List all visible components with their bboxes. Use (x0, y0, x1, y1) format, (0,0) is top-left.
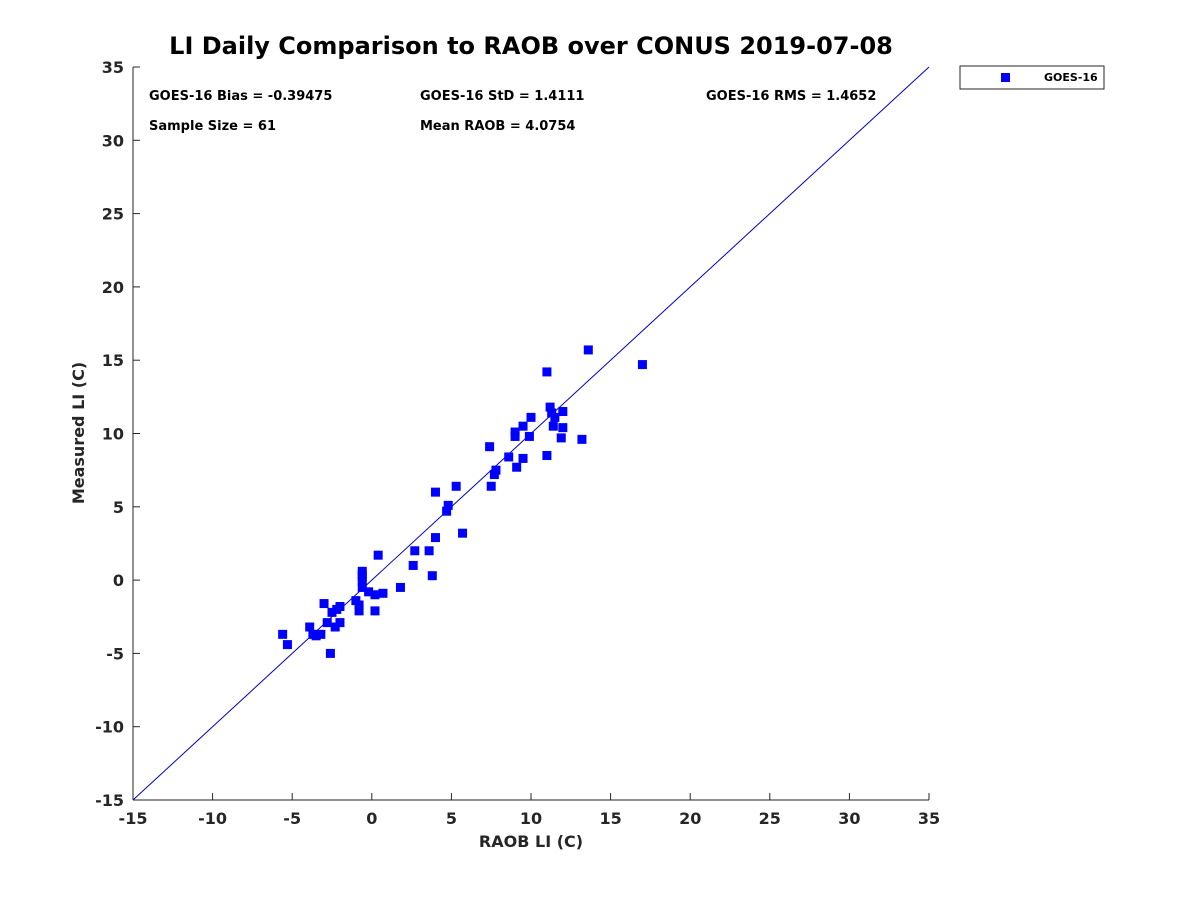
y-tick-label: -15 (95, 791, 124, 810)
data-point (510, 431, 520, 441)
data-point (512, 462, 522, 472)
data-point (325, 648, 335, 658)
stat-mean-raob: Mean RAOB = 4.0754 (420, 119, 575, 134)
data-point (316, 629, 326, 639)
data-point (548, 421, 558, 431)
data-point (427, 571, 437, 581)
data-point (542, 450, 552, 460)
data-point (354, 606, 364, 616)
data-point (577, 434, 587, 444)
data-point (430, 533, 440, 543)
stat-rms: GOES-16 RMS = 1.4652 (706, 89, 876, 104)
legend-label-goes16: GOES-16 (1044, 71, 1098, 84)
data-point (311, 631, 321, 641)
data-point (443, 500, 453, 510)
data-point (550, 412, 560, 422)
data-point (278, 629, 288, 639)
x-tick-label: 15 (599, 809, 621, 828)
y-axis-label: Measured LI (C) (69, 362, 88, 504)
y-tick-label: 25 (102, 205, 124, 224)
data-point (319, 599, 329, 609)
data-point (424, 546, 434, 556)
data-point (305, 622, 315, 632)
x-tick-label: 5 (446, 809, 457, 828)
y-tick-label: 0 (113, 571, 124, 590)
goes16-scatter-points (278, 345, 647, 658)
data-point (408, 560, 418, 570)
data-point (430, 487, 440, 497)
data-point (518, 453, 528, 463)
data-point (491, 465, 501, 475)
data-point (442, 506, 452, 516)
data-point (504, 452, 514, 462)
data-point (556, 433, 566, 443)
y-tick-label: 30 (102, 131, 124, 150)
data-point (410, 546, 420, 556)
data-point (282, 640, 292, 650)
x-tick-label: -10 (198, 809, 227, 828)
data-point (485, 442, 495, 452)
stat-sample-size: Sample Size = 61 (149, 119, 276, 134)
data-point (542, 367, 552, 377)
x-tick-label: 25 (759, 809, 781, 828)
y-tick-label: 35 (102, 58, 124, 77)
data-point (357, 566, 367, 576)
data-point (451, 481, 461, 491)
data-point (364, 587, 374, 597)
data-point (335, 618, 345, 628)
y-tick-label: 5 (113, 498, 124, 517)
data-point (378, 588, 388, 598)
y-tick-label: 20 (102, 278, 124, 297)
data-point (357, 582, 367, 592)
data-point (327, 607, 337, 617)
x-tick-label: 30 (838, 809, 860, 828)
x-tick-label: 20 (679, 809, 701, 828)
data-point (370, 590, 380, 600)
y-tick-label: -10 (95, 718, 124, 737)
y-tick-label: 10 (102, 425, 124, 444)
data-point (354, 600, 364, 610)
data-point (370, 606, 380, 616)
x-axis-label: RAOB LI (C) (479, 832, 583, 851)
data-point (373, 550, 383, 560)
data-point (322, 618, 332, 628)
data-point (583, 345, 593, 355)
legend-box (959, 65, 1105, 90)
y-tick-label: 15 (102, 351, 124, 370)
data-point (558, 407, 568, 417)
x-tick-label: -15 (119, 809, 148, 828)
data-point (637, 360, 647, 370)
x-tick-label: 0 (366, 809, 377, 828)
data-point (486, 481, 496, 491)
y-tick-label: -5 (106, 644, 124, 663)
data-point (558, 423, 568, 433)
legend: GOES-16 (959, 65, 1105, 90)
x-tick-label: 10 (520, 809, 542, 828)
data-point (458, 528, 468, 538)
legend-marker-goes16 (1001, 73, 1010, 82)
stat-std: GOES-16 StD = 1.4111 (420, 89, 584, 104)
chart-title: LI Daily Comparison to RAOB over CONUS 2… (169, 32, 893, 60)
y-axis: -15 -10 -5 0 5 10 15 20 25 30 35 (95, 58, 140, 810)
data-point (524, 431, 534, 441)
x-tick-label: 35 (918, 809, 940, 828)
data-point (335, 601, 345, 611)
data-point (526, 412, 536, 422)
x-tick-label: -5 (283, 809, 301, 828)
stat-bias: GOES-16 Bias = -0.39475 (149, 89, 332, 104)
data-point (518, 421, 528, 431)
data-point (545, 402, 555, 412)
data-point (395, 582, 405, 592)
data-point (330, 622, 340, 632)
x-axis: -15 -10 -5 0 5 10 15 20 25 30 35 (119, 793, 940, 828)
